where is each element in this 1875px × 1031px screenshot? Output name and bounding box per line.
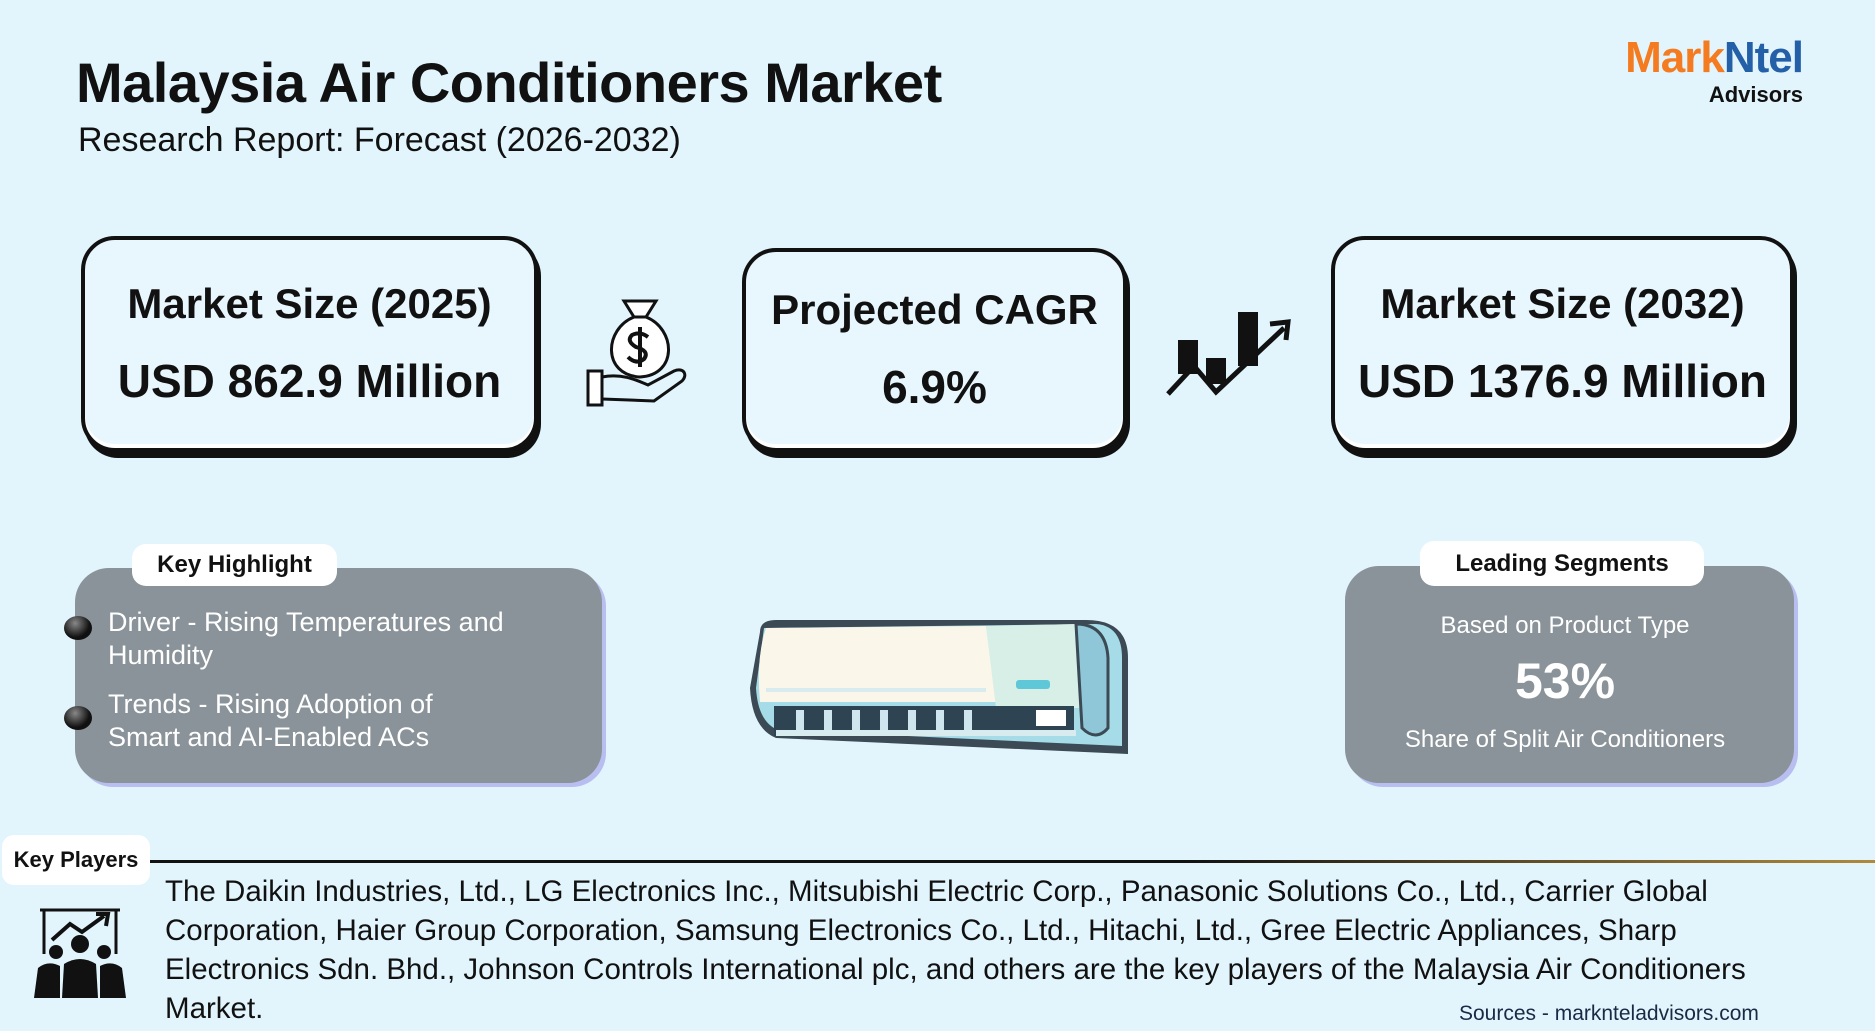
market-size-2025-card: Market Size (2025) USD 862.9 Million [81,236,538,452]
bullet-icon [64,616,92,640]
segment-basis: Based on Product Type [1440,612,1690,639]
money-bag-hand-icon [586,299,687,407]
leading-segments-label: Leading Segments [1420,541,1704,586]
divider-line [150,860,1875,863]
logo-part-mark: Mark [1625,33,1725,82]
key-players-label: Key Players [2,835,150,885]
key-highlight-label: Key Highlight [132,544,337,586]
logo-part-advisors: Advisors [1708,82,1803,107]
highlight-driver: Driver - Rising Temperatures and Humidit… [108,607,504,670]
cagr-card: Projected CAGR 6.9% [742,248,1127,452]
air-conditioner-illustration [750,620,1128,754]
leading-segments-panel [1345,566,1794,783]
business-team-growth-icon [34,908,126,998]
sources-text: Sources - marknteladvisors.com [1459,1002,1759,1025]
segment-description: Share of Split Air Conditioners [1404,726,1726,753]
market-size-2032-card: Market Size (2032) USD 1376.9 Million [1331,236,1794,452]
marknetl-logo: MarkNtel Advisors [1625,33,1804,108]
stat-value: USD 1376.9 Million [1357,355,1767,407]
stat-value: 6.9% [882,361,987,413]
highlight-trend: Trends - Rising Adoption of Smart and AI… [108,689,433,752]
growth-chart-icon [1166,312,1291,396]
page-title: Malaysia Air Conditioners Market [76,51,942,114]
key-highlight-panel [75,568,602,783]
logo-part-ntel: Ntel [1723,33,1804,82]
stat-label: Market Size (2032) [1380,280,1745,327]
bullet-icon [64,706,92,730]
stat-label: Projected CAGR [771,286,1098,333]
stat-value: USD 862.9 Million [117,355,502,407]
key-players-text: The Daikin Industries, Ltd., LG Electron… [165,875,1746,1025]
stat-label: Market Size (2025) [127,280,492,327]
page-subtitle: Research Report: Forecast (2026-2032) [78,121,681,159]
segment-share-value: 53% [1514,653,1616,709]
